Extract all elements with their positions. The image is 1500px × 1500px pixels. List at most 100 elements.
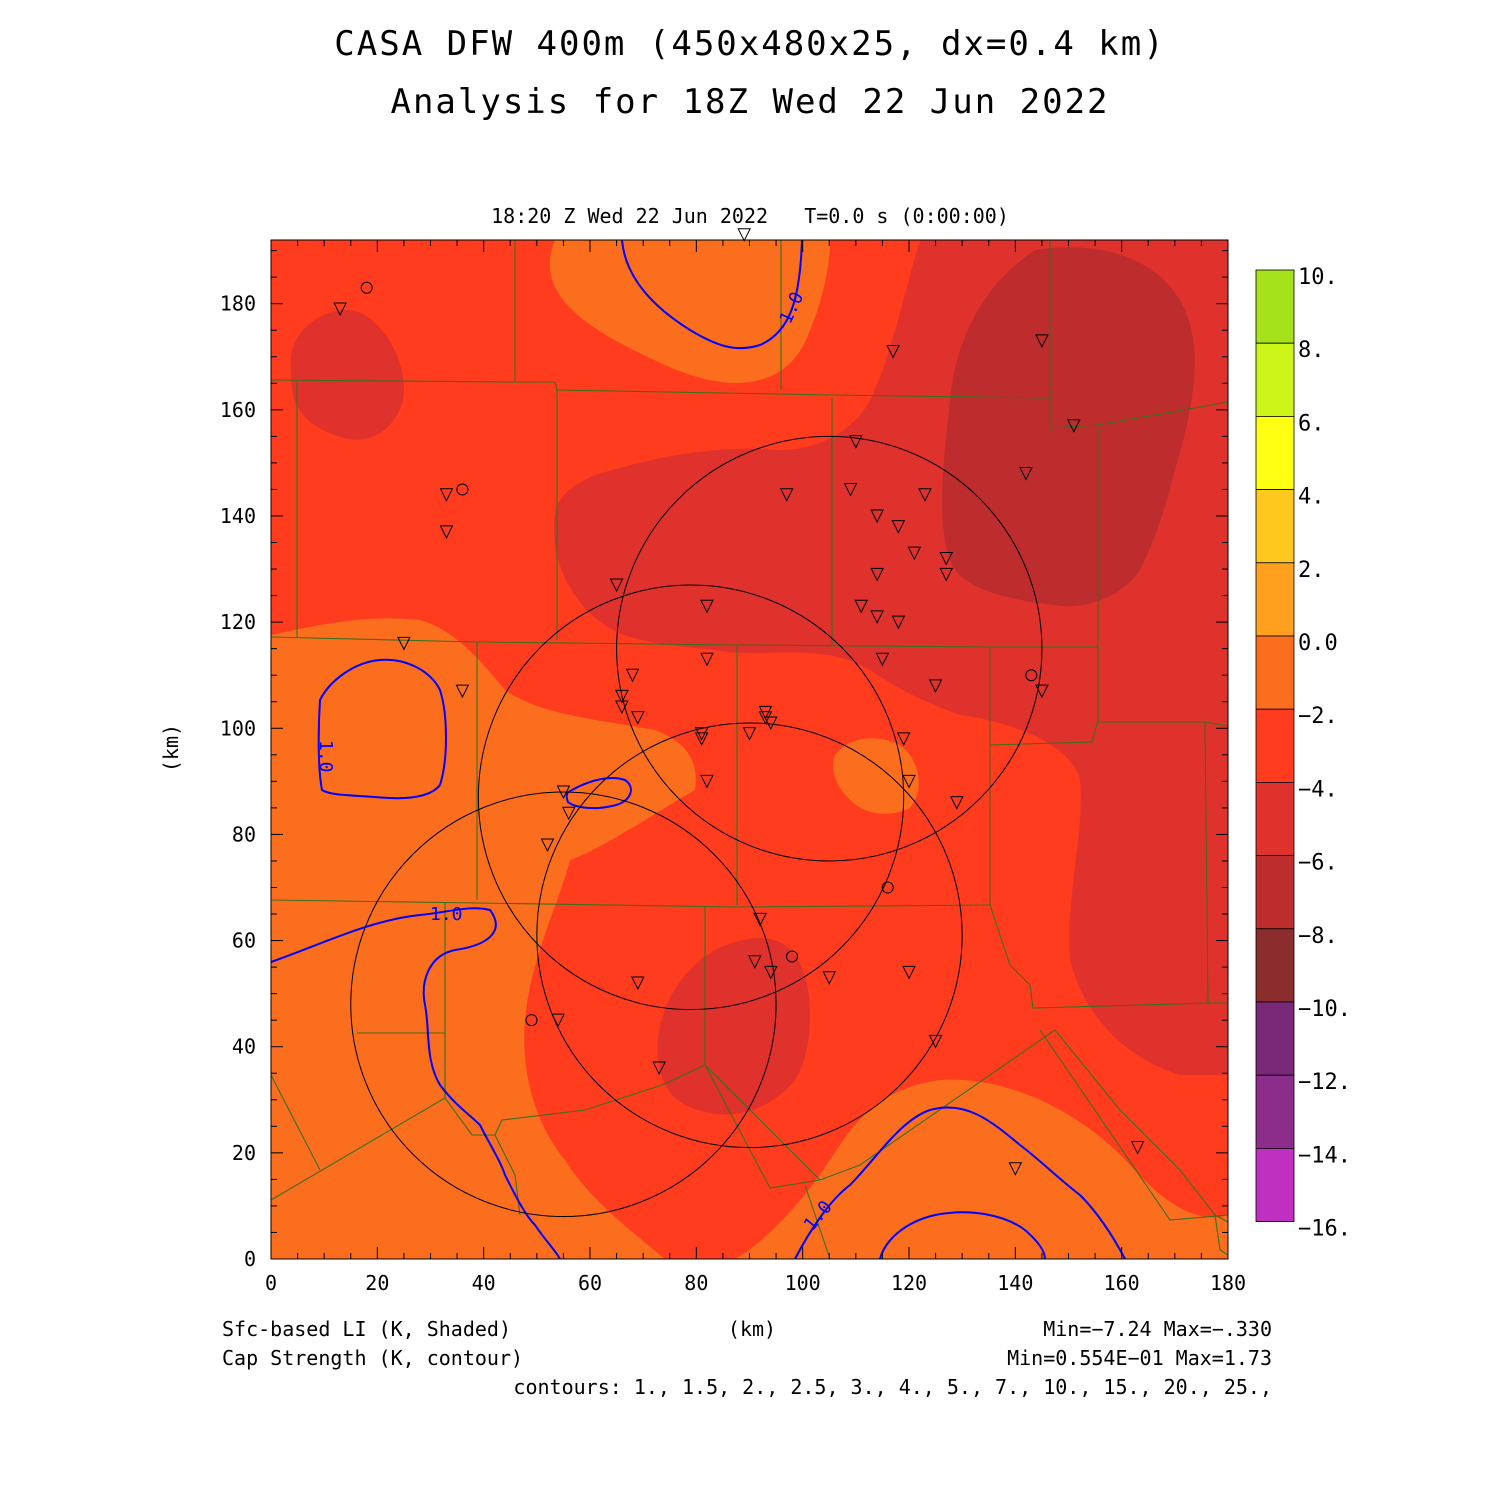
- station-triangle-marker: [843, 482, 858, 497]
- station-triangle-marker: [742, 727, 757, 741]
- station-triangle-marker: [737, 228, 751, 242]
- station-triangle-marker: [561, 806, 576, 821]
- x-tick-label: 40: [472, 1271, 496, 1295]
- x-tick-label: 60: [578, 1271, 602, 1295]
- colorbar-label: 6.: [1298, 411, 1325, 436]
- station-triangle-marker: [928, 679, 943, 693]
- radar-ring: [536, 722, 963, 1149]
- station-triangle-marker: [551, 1013, 565, 1028]
- y-tick-label: 60: [232, 929, 256, 953]
- station-triangle-marker: [822, 971, 837, 985]
- colorbar-swatch: [1255, 1074, 1295, 1149]
- colorbar-label: 0.0: [1298, 631, 1338, 656]
- station-triangle-marker: [694, 732, 709, 747]
- y-tick-label: 80: [232, 822, 256, 846]
- station-triangle-marker: [540, 838, 555, 853]
- model-time: T=0.0 s (0:00:00): [804, 204, 1009, 228]
- li-shaded-field: [271, 240, 1228, 1259]
- cap-contour-1-west: [317, 658, 447, 800]
- y-tick-label: 0: [244, 1247, 256, 1271]
- cap-contour-1-south: [794, 1106, 1126, 1259]
- cap-contour-1-north: [621, 240, 803, 350]
- county-line: [989, 904, 1228, 1009]
- station-triangle-marker: [907, 546, 922, 561]
- station-triangle-marker: [875, 652, 890, 667]
- station-triangle-marker: [891, 520, 906, 534]
- y-tick-label: 100: [220, 716, 256, 740]
- axes: 0 20 40 60 80 100 120 140 160 180 0 20 40 60 80 100 120 1…: [220, 240, 1246, 1295]
- colorbar-label: −16.: [1298, 1217, 1351, 1242]
- cap-strength-contours: [271, 240, 1126, 1259]
- county-line: [1214, 1214, 1228, 1256]
- station-triangle-marker: [891, 615, 906, 630]
- li-band-0-to-m2-patch: [833, 738, 919, 814]
- colorbar-label: −4.: [1298, 777, 1338, 802]
- station-triangle-marker: [1008, 1162, 1023, 1176]
- colorbar-label: −14.: [1298, 1143, 1351, 1168]
- cap-contour-1-center: [565, 777, 632, 810]
- county-line: [271, 379, 1051, 399]
- colorbar-swatch: [1255, 489, 1295, 564]
- station-triangle-marker: [1130, 1141, 1145, 1155]
- station-circle-marker: [881, 881, 894, 894]
- station-triangle-marker: [333, 302, 347, 317]
- x-tick-label: 80: [684, 1271, 708, 1295]
- county-line: [271, 899, 991, 908]
- x-tick-label: 140: [997, 1271, 1033, 1295]
- contour-minmax: Min=0.554E−01 Max=1.73: [1007, 1346, 1272, 1370]
- station-triangle-marker: [763, 965, 778, 980]
- colorbar-label: −10.: [1298, 997, 1351, 1022]
- station-triangle-marker: [939, 567, 954, 582]
- station-triangle-marker: [918, 488, 932, 502]
- colorbar: 10. 8. 6. 4. 2. 0.0 −2. −4. −6. −8. −10. −12. −14. −1…: [1255, 265, 1351, 1242]
- contour-label: 1.0: [430, 904, 463, 925]
- colorbar-label: 2.: [1298, 558, 1325, 583]
- colorbar-label: −8.: [1298, 924, 1338, 949]
- colorbar-swatch: [1255, 415, 1295, 490]
- station-triangle-marker: [1035, 334, 1049, 348]
- station-triangle-marker: [758, 711, 773, 725]
- colorbar-swatch: [1255, 562, 1295, 637]
- station-triangle-marker: [652, 1061, 666, 1076]
- colorbar-swatch: [1255, 635, 1295, 710]
- shaded-minmax: Min=−7.24 Max=−.330: [1043, 1317, 1272, 1341]
- station-triangle-marker: [455, 684, 470, 699]
- shaded-field-label: Sfc-based LI (K, Shaded): [222, 1317, 511, 1341]
- station-triangle-marker: [609, 578, 624, 593]
- station-triangle-marker: [763, 716, 778, 731]
- station-triangle-marker: [902, 965, 916, 980]
- station-triangle-marker: [870, 509, 884, 524]
- colorbar-label: 4.: [1298, 485, 1325, 510]
- colorbar-label: 8.: [1298, 338, 1325, 363]
- station-triangle-marker: [397, 636, 411, 651]
- station-triangle-marker: [700, 599, 714, 614]
- colorbar-label: −2.: [1298, 704, 1338, 729]
- li-band-m4-to-m6-northwest: [290, 309, 405, 440]
- plot-title: CASA DFW 400m (450x480x25, dx=0.4 km): [334, 24, 1166, 64]
- station-triangle-marker: [625, 668, 640, 683]
- x-axis-label: (km): [728, 1317, 776, 1341]
- county-line: [989, 428, 1099, 746]
- station-triangle-marker: [939, 551, 954, 566]
- valid-time-line: 18:20 Z Wed 22 Jun 2022 T=0.0 s (0:00:00…: [0, 204, 1500, 228]
- y-tick-label: 140: [220, 504, 256, 528]
- county-line: [1039, 1029, 1228, 1221]
- station-triangle-marker: [631, 976, 645, 991]
- x-tick-label: 180: [1210, 1271, 1246, 1295]
- station-triangle-marker: [439, 525, 454, 540]
- radar-range-rings: [350, 435, 1043, 1218]
- county-line: [1204, 721, 1209, 1004]
- station-triangle-marker: [615, 689, 629, 704]
- station-markers: [333, 228, 1145, 1176]
- colorbar-swatch: [1255, 708, 1295, 783]
- colorbar-swatch: [1255, 269, 1295, 344]
- station-triangle-marker: [439, 488, 454, 502]
- station-triangle-marker: [694, 727, 709, 741]
- plot-subtitle: Analysis for 18Z Wed 22 Jun 2022: [390, 82, 1110, 122]
- contour-field-label: Cap Strength (K, contour): [222, 1346, 523, 1370]
- station-triangle-marker: [1019, 467, 1033, 481]
- station-triangle-marker: [556, 785, 571, 800]
- contour-labels: 1.0 1.0 1.0 1.0: [315, 289, 837, 1235]
- station-triangle-marker: [849, 435, 863, 449]
- x-tick-label: 20: [365, 1271, 389, 1295]
